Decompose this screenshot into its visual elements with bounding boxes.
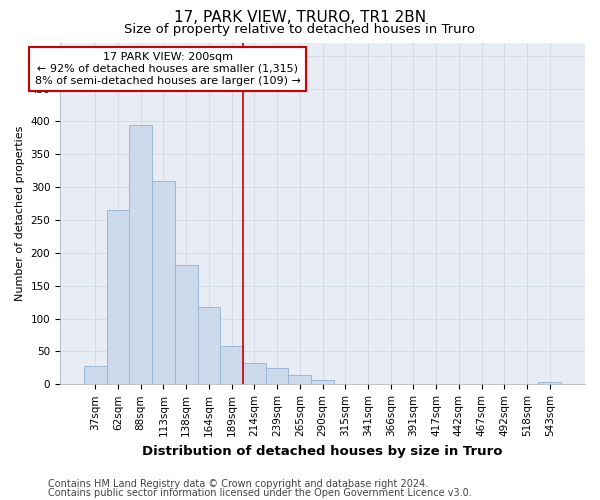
Y-axis label: Number of detached properties: Number of detached properties <box>15 126 25 301</box>
Bar <box>130 124 152 384</box>
Text: Contains HM Land Registry data © Crown copyright and database right 2024.: Contains HM Land Registry data © Crown c… <box>48 479 428 489</box>
Text: Contains public sector information licensed under the Open Government Licence v3: Contains public sector information licen… <box>48 488 472 498</box>
Bar <box>266 368 289 384</box>
Bar <box>197 308 220 384</box>
Bar <box>107 210 130 384</box>
Bar <box>289 375 311 384</box>
Bar <box>152 180 175 384</box>
Bar <box>175 264 197 384</box>
Bar <box>84 366 107 384</box>
Bar <box>538 382 561 384</box>
Text: 17 PARK VIEW: 200sqm
← 92% of detached houses are smaller (1,315)
8% of semi-det: 17 PARK VIEW: 200sqm ← 92% of detached h… <box>35 52 301 86</box>
Bar <box>311 380 334 384</box>
X-axis label: Distribution of detached houses by size in Truro: Distribution of detached houses by size … <box>142 444 503 458</box>
Bar <box>220 346 243 385</box>
Text: 17, PARK VIEW, TRURO, TR1 2BN: 17, PARK VIEW, TRURO, TR1 2BN <box>174 10 426 25</box>
Bar <box>243 364 266 384</box>
Text: Size of property relative to detached houses in Truro: Size of property relative to detached ho… <box>125 22 476 36</box>
